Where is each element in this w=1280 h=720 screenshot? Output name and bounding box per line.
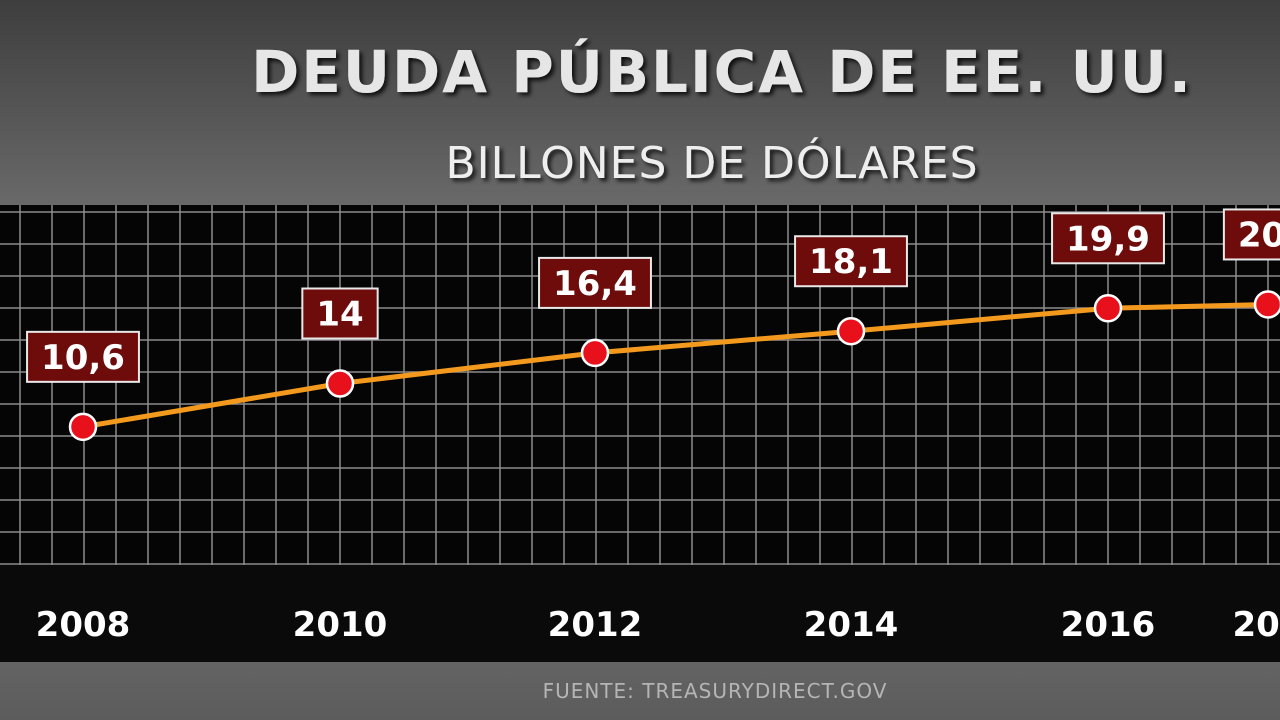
value-label: 20, [1238, 215, 1280, 255]
value-label-box [1051, 212, 1165, 265]
value-label: 16,4 [553, 264, 637, 304]
value-label-box [538, 256, 652, 309]
line [82, 301, 1269, 430]
x-tick-label: 2008 [36, 605, 131, 645]
source: FUENTE: TREASURYDIRECT.GOV [543, 679, 888, 703]
x-tick-label: 2016 [1061, 605, 1156, 645]
value-label-box [794, 235, 908, 288]
chart-title: DEUDA PÚBLICA DE EE. UU. [251, 37, 1193, 106]
value-label-box [1222, 208, 1280, 261]
value-label-box [301, 287, 379, 340]
value-label: 10,6 [41, 338, 125, 378]
chart-subtitle: BILLONES DE DÓLARES [446, 136, 979, 189]
x-tick-label: 2014 [804, 605, 899, 645]
value-label: 14 [316, 295, 363, 335]
value-label-box [26, 330, 140, 383]
marker [68, 412, 98, 442]
marker [325, 369, 355, 398]
marker [836, 316, 866, 346]
value-label: 18,1 [809, 242, 893, 282]
x-tick-label: 2012 [548, 605, 643, 645]
marker [580, 338, 610, 368]
x-tick-label: 201 [1233, 605, 1280, 645]
x-axis-band [0, 565, 1280, 662]
value-label: 19,9 [1066, 219, 1150, 259]
x-tick-label: 2010 [293, 605, 388, 645]
grid [0, 205, 1280, 565]
marker [1093, 294, 1123, 323]
marker [1253, 290, 1280, 319]
